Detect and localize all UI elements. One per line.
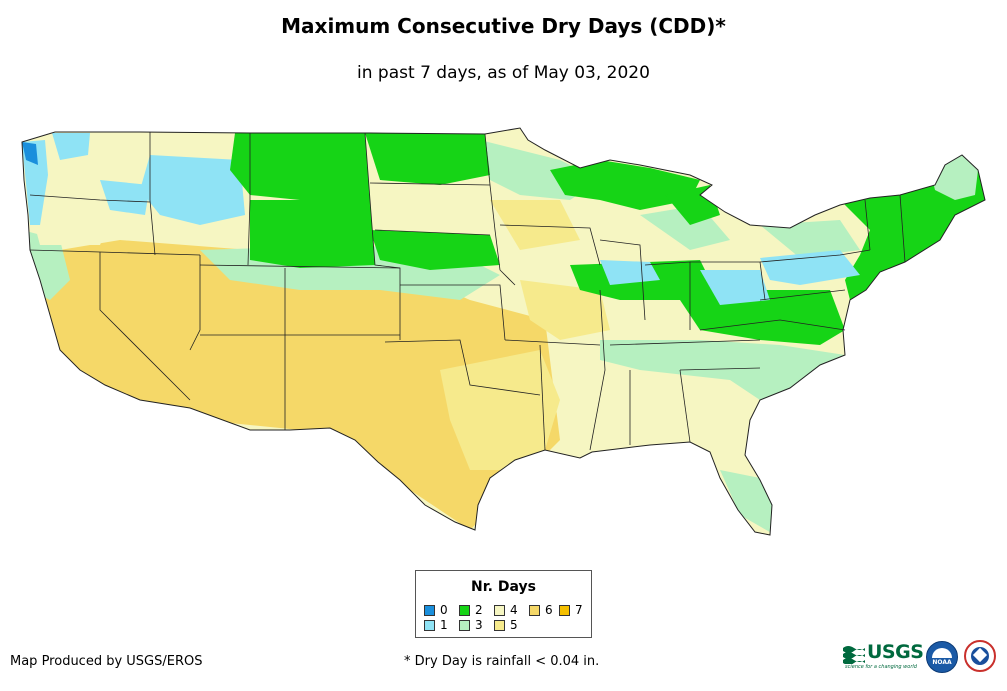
legend-swatch bbox=[529, 604, 540, 616]
usgs-wordmark: USGS bbox=[867, 641, 924, 663]
legend-item-7: 7 bbox=[559, 603, 583, 617]
region-southeast-3-days bbox=[600, 340, 845, 400]
legend-swatch bbox=[459, 619, 470, 631]
nws-logo bbox=[964, 640, 996, 672]
region-wyoming-2-days bbox=[250, 200, 375, 268]
noaa-logo: NOAA bbox=[926, 641, 958, 673]
us-outline bbox=[21, 127, 986, 536]
legend-item-4: 4 bbox=[494, 603, 518, 617]
region-montana-2-days bbox=[230, 133, 370, 200]
legend-label: 1 bbox=[440, 618, 448, 632]
legend-label: 2 bbox=[475, 603, 483, 617]
region-idaho-1-day bbox=[140, 155, 245, 225]
region-olympic-0-days bbox=[22, 142, 38, 165]
legend-label: 4 bbox=[510, 603, 518, 617]
legend-label: 6 bbox=[545, 603, 553, 617]
region-florida-3-days bbox=[720, 470, 775, 535]
legend-swatch bbox=[459, 604, 470, 616]
legend-swatch bbox=[494, 619, 505, 631]
legend-item-0: 0 bbox=[424, 603, 448, 617]
region-southwest-6-days bbox=[30, 240, 560, 530]
legend-swatch bbox=[559, 604, 570, 616]
usgs-wave-icon bbox=[843, 646, 865, 664]
region-wisconsin-2-days bbox=[550, 160, 700, 210]
noaa-label: NOAA bbox=[932, 659, 952, 666]
usgs-tagline: science for a changing world bbox=[845, 664, 917, 670]
region-pennsylvania-1-day bbox=[760, 250, 860, 285]
region-nebraska-2-days bbox=[370, 230, 500, 270]
region-minnesota-5-days bbox=[490, 200, 580, 250]
region-ohio-1-day bbox=[700, 270, 770, 305]
region-wa-north-1-day bbox=[52, 133, 90, 160]
region-wa-coast-1-day bbox=[22, 140, 48, 225]
region-new-york-3-days bbox=[760, 220, 860, 258]
legend-item-3: 3 bbox=[459, 618, 483, 632]
legend-swatch bbox=[424, 604, 435, 616]
usgs-logo: USGS science for a changing world bbox=[843, 641, 924, 673]
map-subtitle: in past 7 days, as of May 03, 2020 bbox=[357, 63, 650, 83]
legend-label: 5 bbox=[510, 618, 518, 632]
legend-label: 0 bbox=[440, 603, 448, 617]
legend: Nr. Days 0 1 2 3 4 5 6 7 bbox=[415, 570, 592, 638]
state-borders bbox=[29, 132, 906, 451]
dry-day-note: * Dry Day is rainfall < 0.04 in. bbox=[404, 654, 600, 669]
legend-item-1: 1 bbox=[424, 618, 448, 632]
legend-label: 3 bbox=[475, 618, 483, 632]
map-credit: Map Produced by USGS/EROS bbox=[10, 654, 203, 669]
legend-item-2: 2 bbox=[459, 603, 483, 617]
legend-item-5: 5 bbox=[494, 618, 518, 632]
legend-swatch bbox=[424, 619, 435, 631]
region-north-dakota-2-days bbox=[365, 133, 490, 185]
map-title: Maximum Consecutive Dry Days (CDD)* bbox=[281, 14, 726, 38]
region-east-texas-5-days bbox=[440, 350, 560, 470]
legend-title: Nr. Days bbox=[471, 579, 536, 595]
noaa-bird-icon bbox=[932, 648, 952, 658]
region-missouri-north-1-day bbox=[600, 260, 660, 285]
legend-label: 7 bbox=[575, 603, 583, 617]
region-oregon-1-day bbox=[100, 180, 150, 215]
map-fill bbox=[22, 128, 985, 535]
legend-item-6: 6 bbox=[529, 603, 553, 617]
region-missouri-5-days bbox=[520, 280, 610, 340]
legend-swatch bbox=[494, 604, 505, 616]
